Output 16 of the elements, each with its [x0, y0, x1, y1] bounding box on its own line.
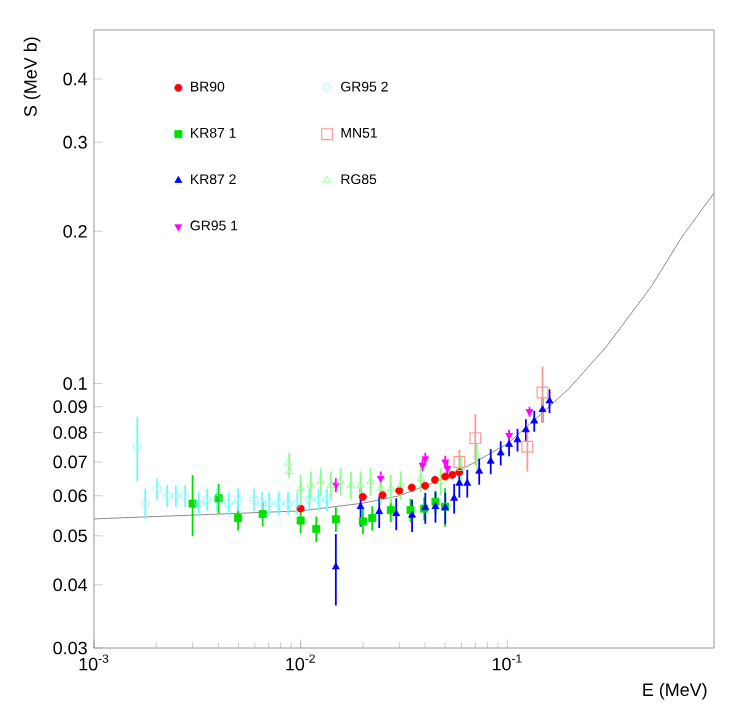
- y-tick-label: 0.1: [63, 377, 87, 390]
- y-tick-label: 0.09: [53, 400, 87, 414]
- y-tick-label: 0.2: [63, 224, 87, 238]
- x-axis-title: E (MeV): [643, 682, 707, 700]
- y-tick-label: 0.08: [53, 426, 87, 439]
- y-tick-label: 0.03: [53, 641, 87, 655]
- y-tick-label: 0.06: [53, 489, 87, 503]
- x-tick-label: 10$^{-1}$: [492, 654, 522, 671]
- x-tick-label: 10$^{-2}$: [286, 654, 315, 671]
- x-tick-label: 10$^{-3}$: [79, 654, 109, 671]
- y-tick-label: 0.4: [63, 72, 88, 86]
- y-tick-label: 0.04: [53, 578, 88, 592]
- y-tick-label: 0.3: [63, 135, 87, 149]
- y-tick-label: 0.05: [53, 529, 87, 543]
- y-tick-label: 0.07: [53, 455, 87, 469]
- y-axis-title: S (MeV b): [23, 37, 41, 117]
